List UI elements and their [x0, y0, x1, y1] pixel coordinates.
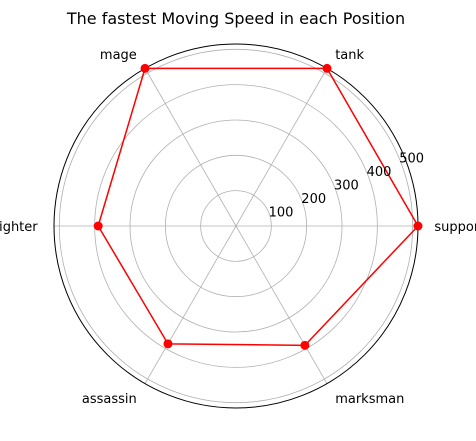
- category-label: mage: [100, 48, 137, 63]
- radial-tick-label: 100: [269, 205, 294, 220]
- label-layer: 100 200 300 400 500 support tank mage fighter ass…: [0, 48, 476, 407]
- angular-gridline: [235, 225, 328, 384]
- series-line: [97, 67, 419, 347]
- angular-gridline: [235, 68, 328, 227]
- data-point: [140, 63, 150, 73]
- series-layer: [93, 63, 423, 350]
- category-label: support: [434, 220, 476, 235]
- radial-tick-label: 500: [399, 151, 424, 166]
- category-label: marksman: [335, 392, 404, 407]
- angular-gridline: [144, 68, 237, 227]
- category-label: assassin: [82, 392, 137, 407]
- data-point: [322, 63, 332, 73]
- radial-tick-label: 300: [334, 178, 359, 193]
- radial-tick-label: 200: [301, 192, 326, 207]
- data-point: [163, 339, 173, 349]
- category-label: fighter: [0, 220, 38, 235]
- category-label: tank: [335, 48, 364, 63]
- chart-title: The fastest Moving Speed in each Positio…: [66, 9, 405, 28]
- angular-gridline: [144, 225, 237, 384]
- data-point: [300, 340, 310, 350]
- data-point: [93, 221, 103, 231]
- data-point: [413, 221, 423, 231]
- grid-layer: [53, 43, 419, 409]
- radial-tick-label: 400: [367, 165, 392, 180]
